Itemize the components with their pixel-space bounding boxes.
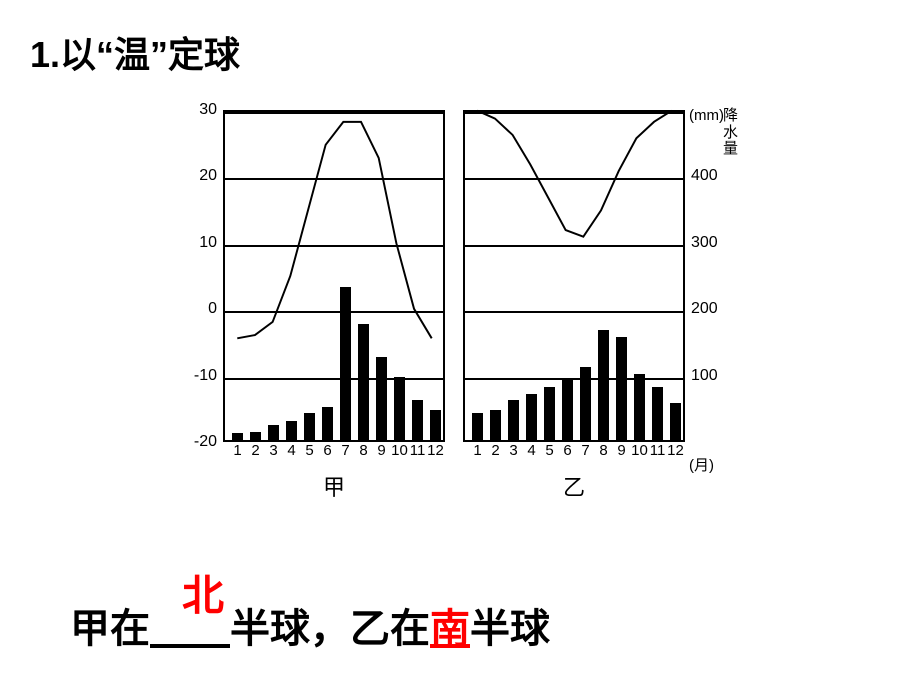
chart-box-乙: 123456789101112 — [463, 110, 685, 442]
temp-ytick: 10 — [199, 234, 223, 252]
precip-unit: (mm) — [689, 108, 724, 125]
temp-ytick: 20 — [199, 167, 223, 185]
ans-t2: 半球，乙在 — [230, 607, 430, 651]
ans-fill2: 南 — [430, 607, 470, 651]
chart-label: 乙 — [563, 470, 585, 502]
ans-t3: 半球 — [470, 607, 550, 651]
month-tick: 9 — [617, 442, 625, 459]
month-tick: 3 — [269, 442, 277, 459]
month-tick: 12 — [667, 442, 684, 459]
month-tick: 11 — [650, 442, 666, 459]
ans-t1: 甲在 — [70, 607, 150, 651]
month-axis-label: (月) — [689, 458, 714, 475]
chart-label: 甲 — [323, 470, 345, 502]
month-tick: 4 — [527, 442, 535, 459]
month-tick: 10 — [391, 442, 408, 459]
precip-ytick: 100 — [691, 367, 718, 385]
temp-ytick: 0 — [208, 300, 223, 318]
month-tick: 11 — [410, 442, 426, 459]
precip-ytick: 400 — [691, 167, 718, 185]
month-tick: 7 — [581, 442, 589, 459]
temp-curve — [225, 112, 443, 440]
month-tick: 3 — [509, 442, 517, 459]
month-tick: 8 — [599, 442, 607, 459]
charts-container: 123456789101112-20-100102030甲12345678910… — [175, 110, 735, 510]
chart-box-甲: 123456789101112 — [223, 110, 445, 442]
month-tick: 6 — [563, 442, 571, 459]
precip-ytick: 300 — [691, 234, 718, 252]
month-tick: 6 — [323, 442, 331, 459]
month-tick: 10 — [631, 442, 648, 459]
answer-sentence: 甲在 半球，乙在南半球 — [70, 596, 550, 654]
fill-north-overlay: 北 — [182, 562, 224, 623]
month-tick: 8 — [359, 442, 367, 459]
temp-curve — [465, 112, 683, 440]
month-tick: 7 — [341, 442, 349, 459]
month-tick: 1 — [233, 442, 241, 459]
month-tick: 1 — [473, 442, 481, 459]
page-title: 1.以“温”定球 — [30, 26, 240, 78]
temp-ytick: 30 — [199, 101, 223, 119]
temp-ytick: -10 — [194, 367, 223, 385]
precip-axis-name: 降水量 — [723, 108, 739, 158]
month-tick: 5 — [545, 442, 553, 459]
month-tick: 9 — [377, 442, 385, 459]
temp-ytick: -20 — [194, 433, 223, 451]
month-tick: 4 — [287, 442, 295, 459]
precip-ytick: 200 — [691, 300, 718, 318]
month-tick: 5 — [305, 442, 313, 459]
month-tick: 2 — [491, 442, 499, 459]
month-tick: 2 — [251, 442, 259, 459]
month-tick: 12 — [427, 442, 444, 459]
